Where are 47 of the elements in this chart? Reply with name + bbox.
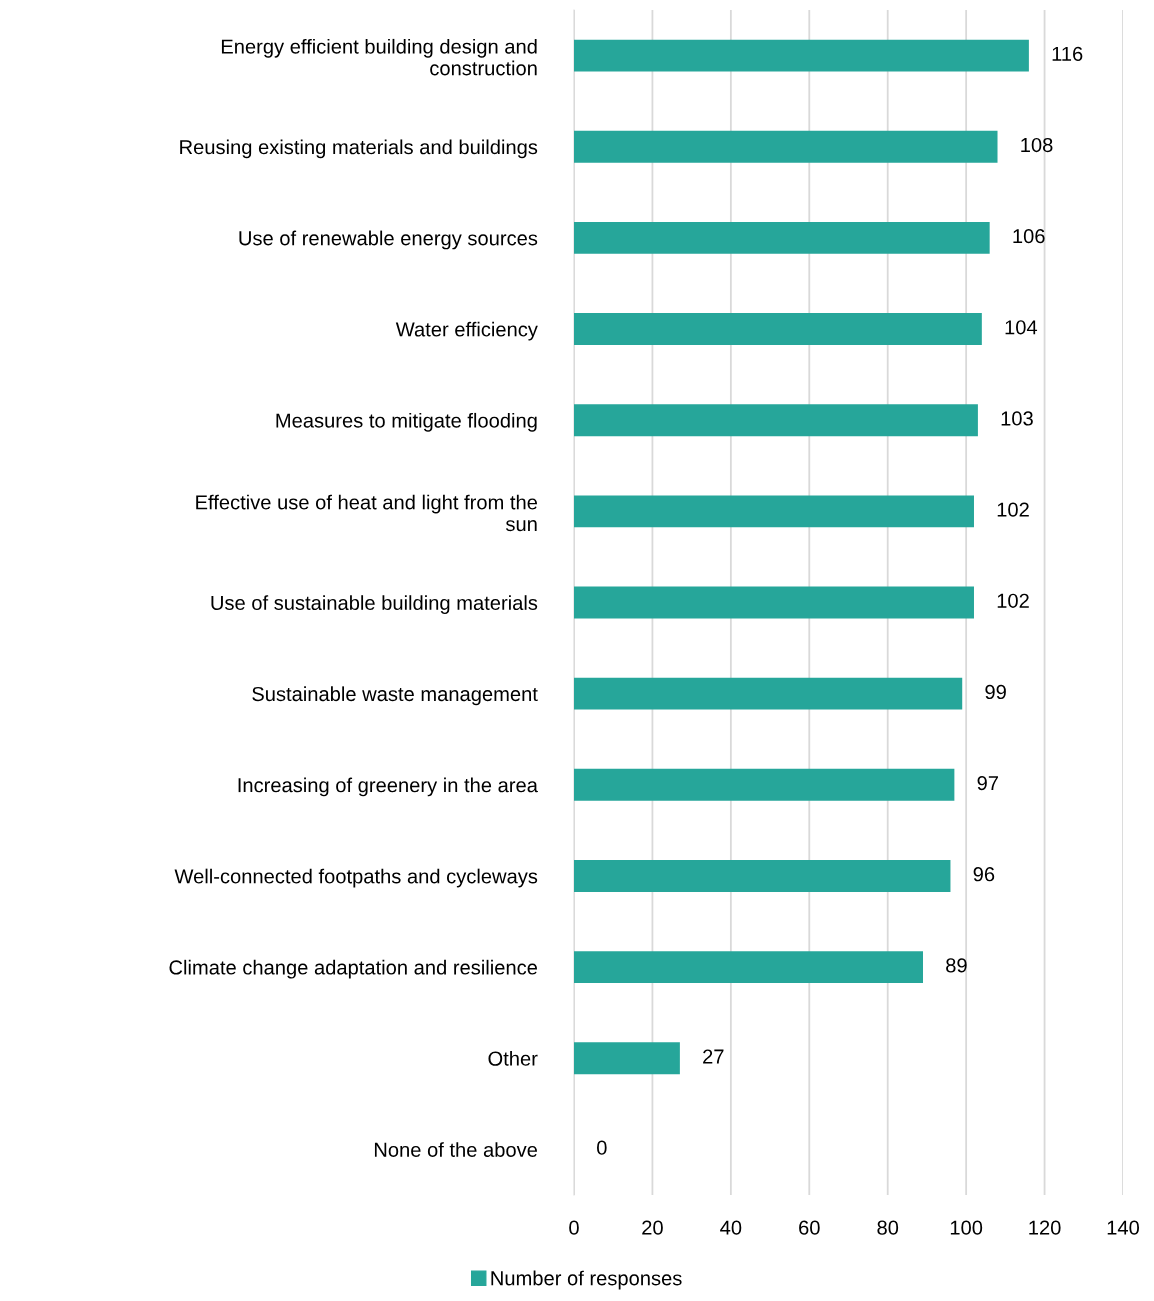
data-label: 99 (985, 684, 1006, 700)
bar (574, 951, 924, 984)
y-tick-label: Climate change adaptation and resilience (169, 959, 538, 979)
y-tick-label: Water efficiency (395, 321, 538, 341)
y-tick-label: Use of sustainable building materials (211, 595, 538, 614)
x-tick-label: 0 (569, 1220, 579, 1235)
x-tick-label: 120 (1029, 1220, 1061, 1235)
bar (574, 586, 974, 619)
bar (574, 130, 998, 163)
x-tick-label: 80 (877, 1220, 899, 1235)
x-tick-label: 60 (799, 1220, 820, 1235)
x-tick-label: 140 (1107, 1220, 1140, 1235)
y-tick-label: None of the above (374, 1142, 538, 1157)
x-tick-label: 100 (950, 1220, 983, 1235)
data-label: 89 (946, 958, 967, 973)
data-label: 116 (1052, 46, 1083, 61)
data-label: 102 (997, 593, 1029, 608)
bar (574, 221, 990, 254)
bar (574, 768, 955, 801)
data-label: 0 (597, 1140, 607, 1155)
bar (574, 404, 978, 437)
data-label: 103 (1001, 411, 1033, 426)
y-tick-label: Measures to mitigate flooding (276, 412, 537, 432)
y-tick-label: Increasing of greenery in the area (238, 777, 538, 797)
bar (574, 677, 963, 710)
data-label: 108 (1021, 137, 1053, 153)
data-label: 27 (703, 1049, 724, 1064)
data-label: 104 (1005, 320, 1038, 335)
y-tick-label: Reusing existing materials and buildings (180, 139, 538, 159)
data-label: 106 (1013, 229, 1045, 244)
y-tick-label: Other (488, 1050, 538, 1066)
bar (574, 1042, 680, 1075)
bar (574, 39, 1029, 72)
bar (574, 313, 982, 345)
legend-label: Number of responses (491, 1270, 682, 1290)
data-label: 102 (997, 502, 1029, 517)
y-tick-label: Energy efficient building design and construction (221, 38, 537, 76)
x-tick-label: 40 (720, 1220, 742, 1235)
data-label: 97 (977, 775, 998, 791)
y-tick-label: Effective use of heat and light from the sun (196, 494, 538, 532)
data-label: 96 (973, 867, 995, 882)
y-tick-label: Sustainable waste management (252, 686, 538, 706)
y-tick-label: Use of renewable energy sources (239, 230, 538, 250)
bar (574, 860, 951, 892)
y-tick-label: Well-connected footpaths and cycleways (174, 868, 538, 888)
x-tick-label: 20 (642, 1220, 663, 1235)
bar (574, 495, 974, 528)
